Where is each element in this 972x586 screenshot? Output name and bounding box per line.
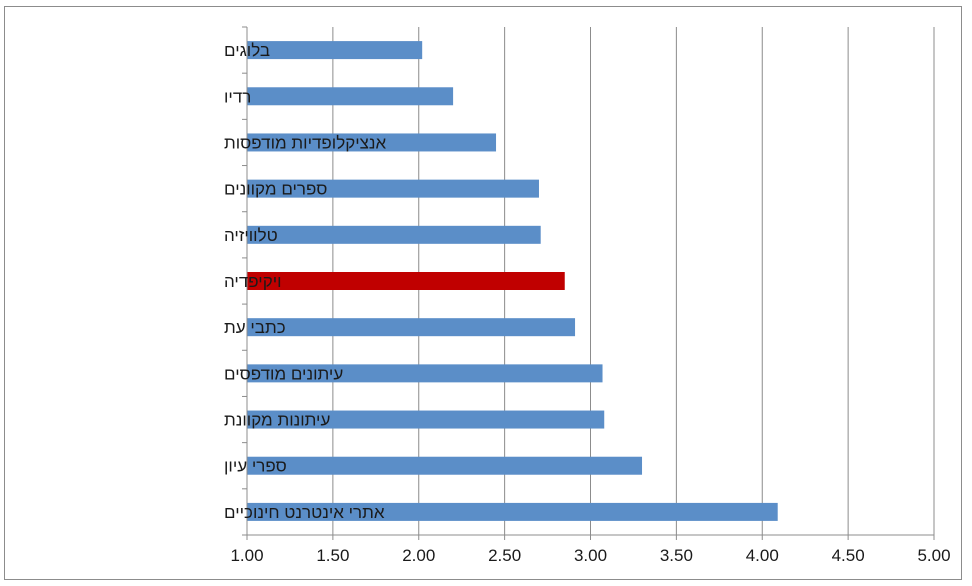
bar: [247, 272, 565, 290]
category-label: בלוגים: [224, 41, 270, 60]
bars: [247, 41, 778, 521]
category-label: ספרי עיון: [224, 457, 287, 476]
bar: [247, 41, 423, 60]
category-label: אנציקלופדיות מודפסות: [224, 133, 387, 152]
x-tick-label: 1.50: [316, 546, 349, 565]
bar: [247, 410, 605, 429]
bar-chart: בלוגים רדיו אנציקלופדיות מודפסות ספרים מקוו…: [224, 26, 951, 565]
x-tick-labels: 1.00 1.50 2.00 2.50 3.00 3.50 4.00 4.50 5.00: [230, 546, 950, 565]
x-tick-label: 1.00: [230, 546, 263, 565]
category-label: עיתונות מקוונת: [224, 411, 330, 430]
x-tick-label: 3.50: [660, 546, 693, 565]
x-tick-label: 3.00: [574, 546, 607, 565]
category-label: רדיו: [224, 87, 251, 106]
bar: [247, 179, 539, 198]
category-label: כתבי עת: [224, 318, 286, 337]
x-tick-label: 2.50: [488, 546, 521, 565]
bar: [247, 456, 643, 475]
x-tick-label: 4.00: [746, 546, 779, 565]
bar: [247, 502, 778, 521]
bar: [247, 87, 454, 106]
category-label: ספרים מקוונים: [224, 180, 327, 199]
category-label: אתרי אינטרנט חינוכיים: [224, 503, 385, 522]
bar: [247, 225, 541, 244]
category-label: עיתונים מודפסים: [224, 364, 343, 383]
category-labels: בלוגים רדיו אנציקלופדיות מודפסות ספרים מקוו…: [224, 41, 387, 522]
bar: [247, 318, 576, 337]
axes: [242, 26, 935, 540]
chart-frame: בלוגים רדיו אנציקלופדיות מודפסות ספרים מקוו…: [4, 6, 962, 580]
x-tick-label: 2.00: [402, 546, 435, 565]
x-tick-label: 5.00: [917, 546, 950, 565]
category-label: ויקיפדיה: [224, 272, 282, 291]
bar: [247, 133, 497, 152]
x-tick-label: 4.50: [832, 546, 865, 565]
bar: [247, 364, 603, 383]
category-label: טלוויזיה: [224, 226, 278, 245]
